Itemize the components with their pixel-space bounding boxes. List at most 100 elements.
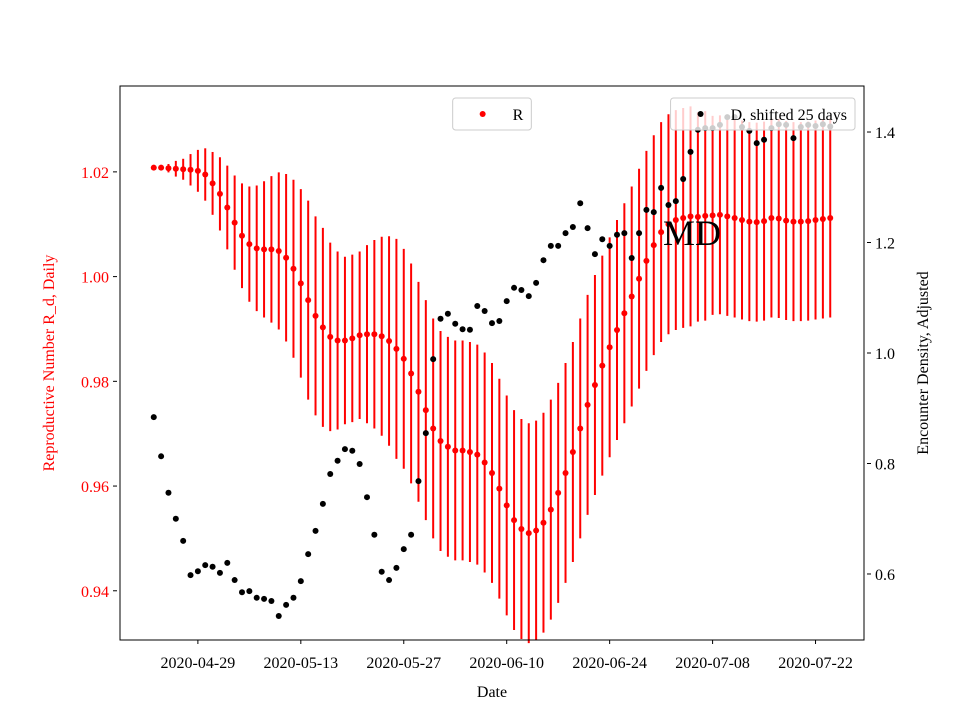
point (569, 449, 576, 456)
point (415, 478, 422, 485)
point (408, 531, 415, 538)
point (614, 327, 620, 334)
point (459, 447, 466, 454)
point (503, 298, 510, 305)
x-tick-label: 2020-07-22 (778, 655, 853, 672)
point (643, 257, 650, 264)
point (430, 356, 437, 363)
point (172, 165, 179, 172)
point (496, 317, 503, 324)
point (466, 449, 473, 456)
x-tick-label: 2020-05-13 (263, 655, 338, 672)
point (643, 206, 650, 213)
point (525, 530, 532, 537)
point (805, 218, 812, 225)
point (584, 401, 591, 408)
point (628, 293, 635, 300)
point (569, 224, 576, 231)
point (790, 218, 797, 225)
point (422, 407, 429, 414)
point (562, 469, 569, 476)
point (150, 414, 157, 421)
point (209, 563, 216, 570)
y2-axis-label: Encounter Density, Adjusted (915, 271, 932, 454)
point (378, 333, 385, 340)
y-axis-label: Reproductive Number R_d, Daily (41, 255, 58, 472)
point (687, 148, 694, 155)
point (334, 337, 341, 344)
point (216, 569, 223, 576)
point (819, 216, 826, 223)
point (224, 204, 231, 211)
point (783, 217, 790, 224)
y2-tick-label: 0.6 (875, 567, 895, 584)
point (702, 212, 709, 219)
point (680, 214, 687, 221)
point (562, 230, 569, 237)
point (253, 245, 260, 252)
point (599, 236, 606, 243)
point (275, 247, 282, 254)
point (172, 515, 179, 522)
point (341, 337, 348, 344)
point (716, 211, 723, 218)
point (290, 265, 297, 272)
point (430, 425, 437, 432)
point (724, 213, 731, 220)
point (194, 568, 201, 575)
point (827, 214, 834, 221)
point (540, 519, 547, 526)
point (158, 453, 165, 460)
point (349, 335, 356, 342)
point (165, 165, 172, 172)
point (209, 180, 216, 187)
point (614, 231, 620, 238)
point (194, 167, 201, 174)
point (525, 293, 532, 300)
point (481, 308, 488, 315)
point (283, 254, 290, 261)
point (481, 459, 488, 466)
legend-marker (479, 111, 486, 117)
point (422, 430, 429, 437)
point (496, 485, 503, 492)
point (474, 303, 481, 310)
point (452, 447, 459, 454)
point (518, 287, 525, 294)
point (319, 324, 326, 331)
point (386, 577, 393, 584)
legend-box (452, 97, 532, 131)
point (356, 332, 363, 339)
point (202, 171, 209, 178)
point (180, 537, 187, 544)
point (202, 562, 209, 569)
point (599, 362, 606, 369)
point (753, 219, 760, 226)
point (305, 551, 312, 558)
point (150, 164, 157, 171)
point (297, 280, 304, 287)
point (408, 370, 415, 377)
point (709, 212, 716, 219)
point (452, 320, 459, 327)
point (275, 612, 282, 619)
x-tick-label: 2020-06-24 (572, 655, 647, 672)
point (606, 242, 613, 249)
point (680, 175, 687, 182)
point (577, 425, 584, 432)
point (533, 527, 540, 534)
x-axis-label: Date (477, 684, 507, 701)
y-tick-label: 0.96 (81, 479, 109, 496)
point (547, 506, 554, 513)
legend: R (452, 97, 532, 131)
point (555, 489, 562, 496)
point (761, 218, 768, 225)
point (305, 297, 312, 304)
point (731, 214, 738, 221)
point (231, 577, 238, 584)
point (577, 200, 584, 207)
point (327, 470, 334, 477)
point (790, 135, 797, 142)
point (753, 140, 760, 147)
point (261, 595, 268, 602)
